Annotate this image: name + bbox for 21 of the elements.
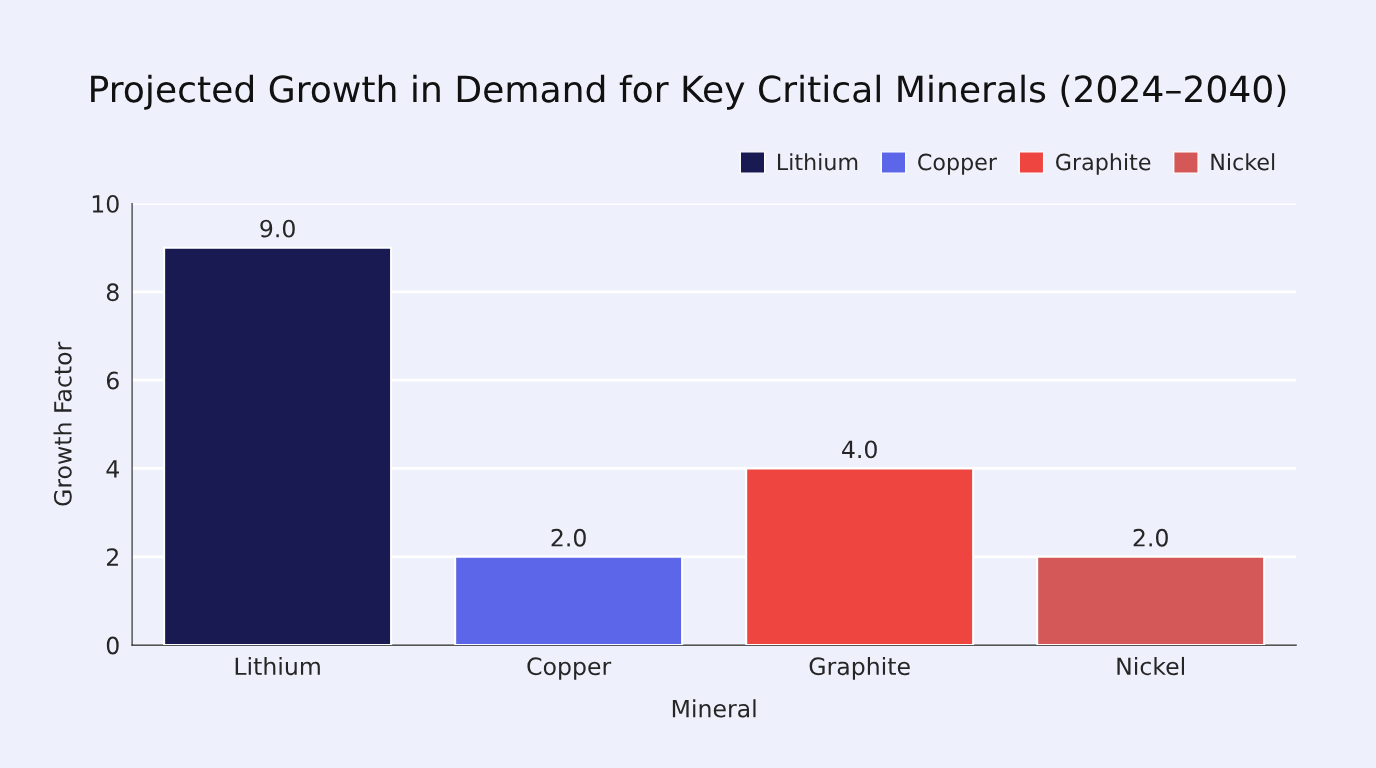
x-tick-label: Nickel [1117,656,1185,676]
x-tick-label: Graphite [809,656,910,680]
data-label: 4.0 [842,440,877,459]
x-tick-label: Lithium [235,656,320,676]
y-axis-title: Growth Factor [53,341,72,506]
legend-label: Nickel [1211,153,1275,171]
y-tick-label: 0 [106,636,119,655]
data-label: 2.0 [551,528,586,547]
x-axis-title: Mineral [672,699,756,718]
legend-label: Graphite [1056,153,1151,175]
y-tick-label: 6 [106,371,119,390]
x-tick-label: Copper [527,657,612,680]
data-label: 9.0 [260,219,295,238]
legend-label: Lithium [778,153,858,171]
y-tick-label: 4 [106,460,119,478]
y-tick-label: 10 [92,194,119,213]
y-tick-label: 8 [106,283,119,302]
y-tick-label: 2 [107,548,118,566]
legend-label: Copper [918,153,997,175]
data-label: 2.0 [1133,528,1168,547]
chart-title: Projected Growth in Demand for Key Critical Minerals (2024–2040) [91,74,1286,110]
